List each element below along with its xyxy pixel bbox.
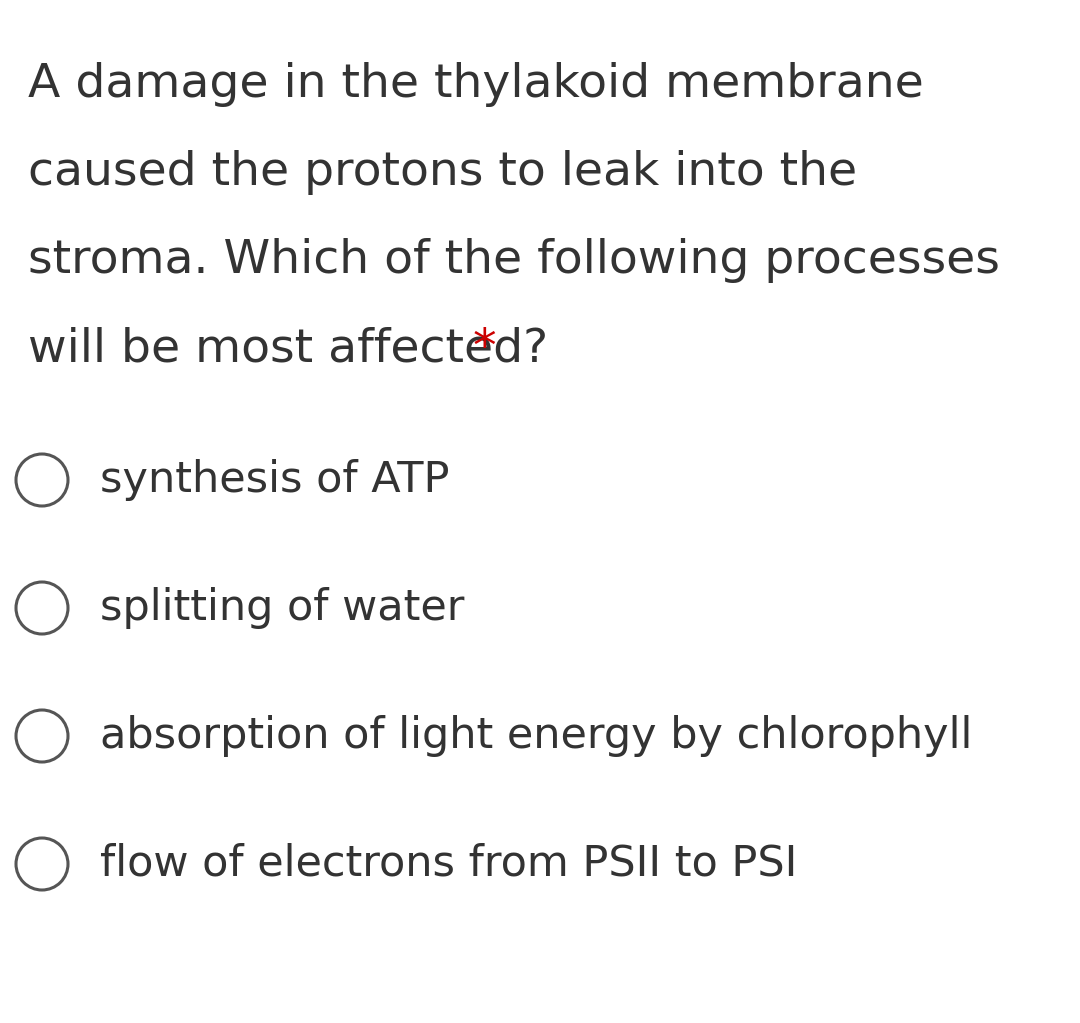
Text: flow of electrons from PSII to PSI: flow of electrons from PSII to PSI — [100, 843, 797, 885]
Text: absorption of light energy by chlorophyll: absorption of light energy by chlorophyl… — [100, 715, 972, 757]
Text: synthesis of ATP: synthesis of ATP — [100, 459, 449, 501]
Text: A damage in the thylakoid membrane: A damage in the thylakoid membrane — [28, 62, 923, 107]
Text: caused the protons to leak into the: caused the protons to leak into the — [28, 150, 858, 195]
Text: will be most affected?: will be most affected? — [28, 326, 549, 371]
Text: stroma. Which of the following processes: stroma. Which of the following processes — [28, 238, 1000, 283]
Text: splitting of water: splitting of water — [100, 587, 464, 629]
Text: *: * — [458, 326, 497, 371]
